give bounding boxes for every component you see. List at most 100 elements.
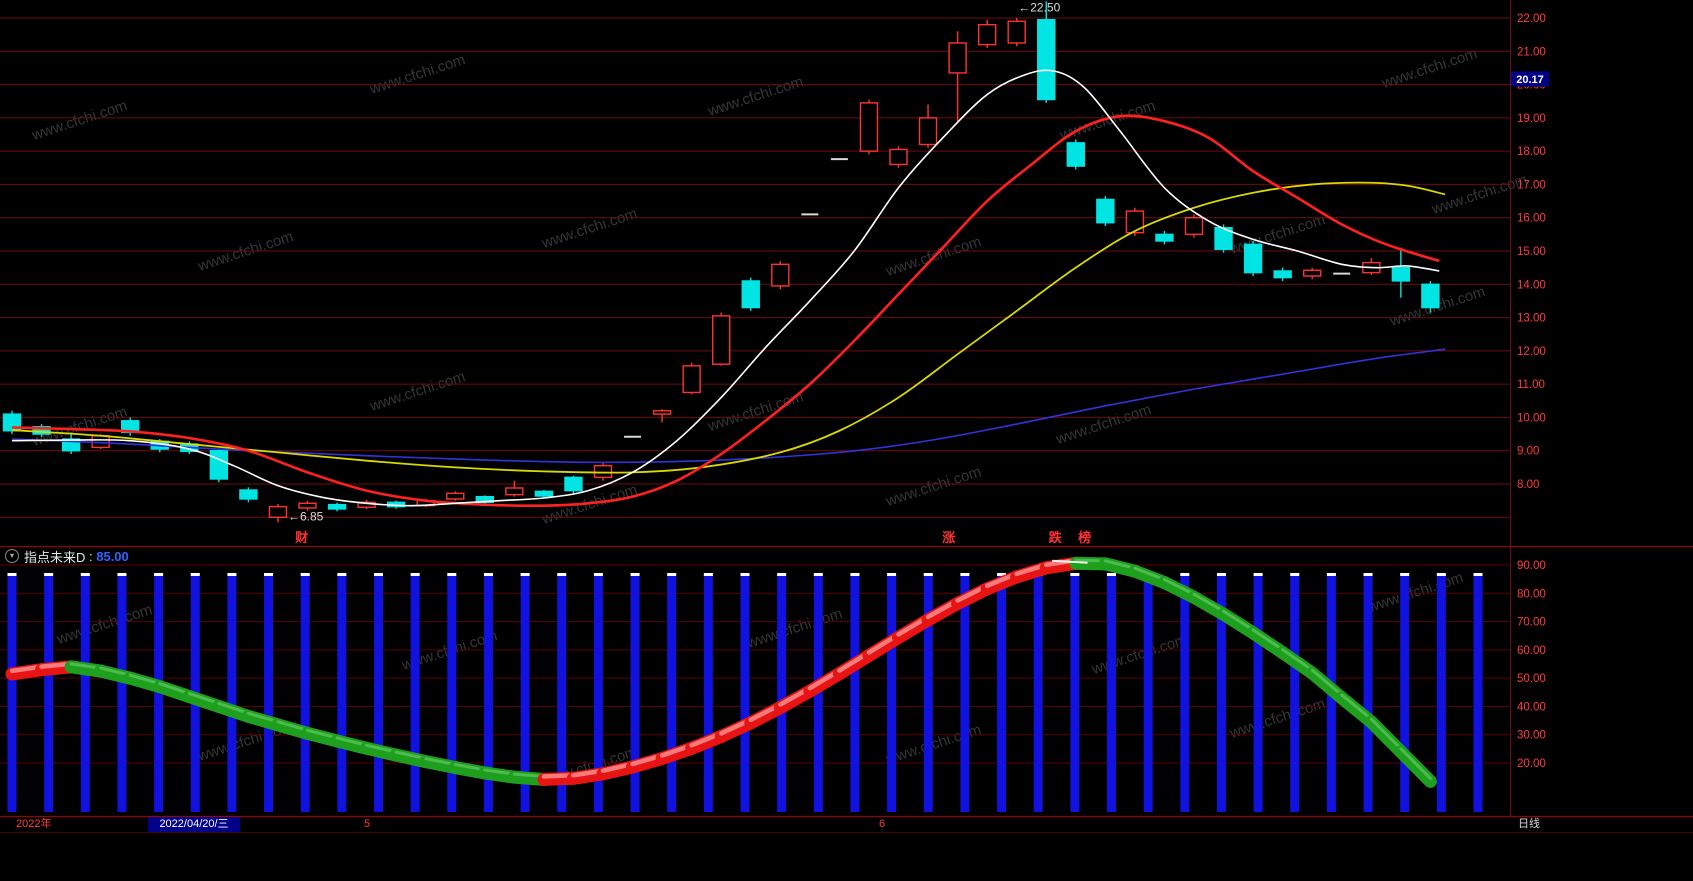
selected-date-badge[interactable]: 2022/04/20/三 <box>148 817 240 832</box>
event-marker[interactable]: 榜 <box>1078 530 1091 545</box>
price-axis-label: 18.00 <box>1517 146 1546 158</box>
indicator-value: 85.00 <box>96 548 129 564</box>
indicator-bar-cap <box>1363 573 1373 576</box>
candle-up <box>859 102 879 152</box>
event-marker[interactable]: 财 <box>295 530 308 545</box>
period-label[interactable]: 日线 <box>1518 818 1540 830</box>
indicator-bar <box>593 573 603 812</box>
indicator-bar <box>44 573 54 812</box>
indicator-bar <box>483 573 493 812</box>
price-axis-label: 19.00 <box>1517 113 1546 125</box>
indicator-axis-label: 70.00 <box>1517 617 1546 629</box>
candle-up <box>652 410 672 415</box>
indicator-bar <box>1033 573 1043 812</box>
indicator-bar <box>1216 573 1226 812</box>
candles-layer <box>2 1 1440 523</box>
indicator-bar-cap <box>813 573 823 576</box>
price-axis-label: 15.00 <box>1517 246 1546 258</box>
event-marker[interactable]: 涨 <box>941 530 955 545</box>
curve-segment-highlight <box>1251 628 1285 652</box>
kline-panel[interactable]: ←22.50←6.85财涨跌榜22.0021.0020.0019.0018.00… <box>0 0 1693 546</box>
indicator-axis-labels: 90.00 80.00 70.00 60.00 50.00 40.00 30.00 20.00 <box>1517 560 1546 770</box>
kline-grid-layer <box>0 0 1511 546</box>
candle-up <box>1302 269 1322 277</box>
indicator-bar <box>117 573 127 812</box>
indicator-bar-cap <box>923 573 933 576</box>
indicator-bar-cap <box>703 573 713 576</box>
curve-segment-highlight <box>1310 668 1344 697</box>
curve-segment-highlight <box>1369 717 1403 751</box>
indicator-bar-cap <box>7 573 17 576</box>
kline-axis-labels: 22.0021.0020.0019.0018.0017.0016.0015.00… <box>1511 13 1549 491</box>
indicator-bar <box>703 573 713 812</box>
indicator-bar-cap <box>410 573 420 576</box>
indicator-bar <box>887 573 897 812</box>
curve-segment-highlight <box>246 711 280 724</box>
indicator-bar <box>1363 573 1373 812</box>
indicator-bar-cap <box>1107 573 1116 576</box>
price-axis-label: 11.00 <box>1517 379 1545 391</box>
event-marker[interactable]: 跌 <box>1049 530 1063 545</box>
price-annotation: ←22.50 <box>1018 0 1060 14</box>
indicator-bar-cap <box>1253 573 1263 576</box>
indicator-bar-cap <box>520 573 530 576</box>
candle-up <box>712 315 731 365</box>
candle-down <box>209 450 229 480</box>
price-axis-label: 21.00 <box>1517 46 1546 58</box>
candle-up <box>446 492 465 500</box>
indicator-bar <box>227 573 237 812</box>
indicator-bar-cap <box>1180 573 1190 576</box>
candle-down <box>1391 266 1411 282</box>
indicator-bar-cap <box>117 573 127 576</box>
candle-up <box>1125 210 1145 234</box>
candle-up <box>593 464 613 479</box>
indicator-bar <box>1143 573 1153 812</box>
last-price-badge-text: 20.17 <box>1516 74 1544 86</box>
indicator-axis-label: 60.00 <box>1517 645 1546 657</box>
indicator-axis-label: 50.00 <box>1517 673 1546 685</box>
candle-up <box>682 365 701 394</box>
curve-segment-highlight <box>1162 578 1196 596</box>
indicator-bar-cap <box>740 573 750 576</box>
indicator-curve-layer <box>5 556 1437 788</box>
indicator-bar <box>777 573 787 812</box>
candle-up <box>505 487 524 496</box>
indicator-axis-label: 30.00 <box>1517 730 1546 742</box>
year-label: 2022年 <box>16 818 52 830</box>
candle-up <box>91 435 110 449</box>
collapse-indicator-icon[interactable]: ▾ <box>5 549 19 563</box>
candle-up <box>948 42 967 74</box>
curve-segment-highlight <box>1340 693 1373 721</box>
curve-segment-highlight <box>276 720 309 732</box>
indicator-bar <box>1400 573 1410 812</box>
indicator-bars-layer <box>7 573 1483 812</box>
indicator-panel[interactable]: 90.00 80.00 70.00 60.00 50.00 40.00 30.00 20.00 <box>0 546 1693 817</box>
price-axis-label: 14.00 <box>1517 279 1546 291</box>
curve-segment-highlight <box>1222 609 1255 632</box>
indicator-bar-cap <box>630 573 640 576</box>
bottom-border <box>0 832 1693 833</box>
candle-up <box>889 148 908 166</box>
candle-down <box>1096 198 1115 224</box>
indicator-bar <box>1180 573 1190 812</box>
indicator-bar-cap <box>374 573 383 576</box>
price-axis-label: 8.00 <box>1517 479 1539 491</box>
candle-down <box>239 489 258 500</box>
candle-up <box>918 117 938 146</box>
curve-segment-highlight <box>1192 592 1226 613</box>
price-axis-label: 12.00 <box>1517 346 1546 358</box>
indicator-bar-cap <box>777 573 787 576</box>
indicator-bar-cap <box>190 573 200 576</box>
ma-line-yellow <box>11 181 1446 474</box>
indicator-bar-cap <box>264 573 274 576</box>
indicator-bar-cap <box>1436 573 1446 576</box>
candle-down <box>327 503 347 510</box>
indicator-bar-cap <box>1216 573 1226 576</box>
curve-segment-highlight <box>217 701 250 715</box>
curve-segment-down <box>1394 745 1437 788</box>
indicator-bar-cap <box>997 573 1007 576</box>
indicator-axis-label: 20.00 <box>1517 758 1546 770</box>
indicator-bar <box>630 573 640 812</box>
indicator-bar-cap <box>227 573 237 576</box>
candle-down <box>1421 283 1440 309</box>
